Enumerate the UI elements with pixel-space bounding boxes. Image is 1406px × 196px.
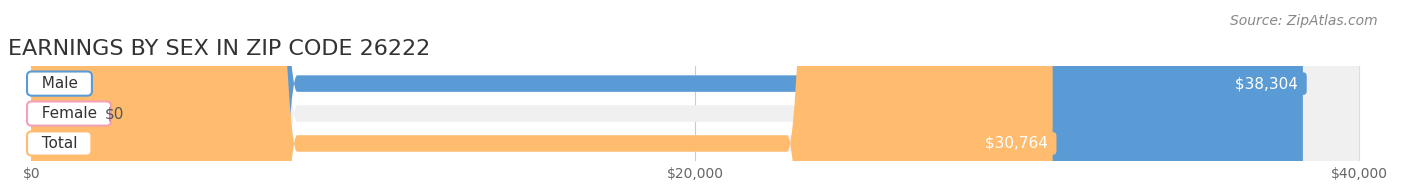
FancyBboxPatch shape bbox=[31, 0, 1360, 196]
Text: Source: ZipAtlas.com: Source: ZipAtlas.com bbox=[1230, 14, 1378, 28]
Text: Total: Total bbox=[31, 136, 87, 151]
Text: $30,764: $30,764 bbox=[980, 136, 1053, 151]
FancyBboxPatch shape bbox=[31, 0, 1053, 196]
FancyBboxPatch shape bbox=[31, 0, 1360, 196]
Text: EARNINGS BY SEX IN ZIP CODE 26222: EARNINGS BY SEX IN ZIP CODE 26222 bbox=[8, 39, 430, 59]
FancyBboxPatch shape bbox=[31, 0, 1360, 196]
Text: Male: Male bbox=[31, 76, 87, 91]
Text: $0: $0 bbox=[104, 106, 124, 121]
Text: $38,304: $38,304 bbox=[1230, 76, 1303, 91]
FancyBboxPatch shape bbox=[31, 0, 1303, 196]
Text: Female: Female bbox=[31, 106, 107, 121]
